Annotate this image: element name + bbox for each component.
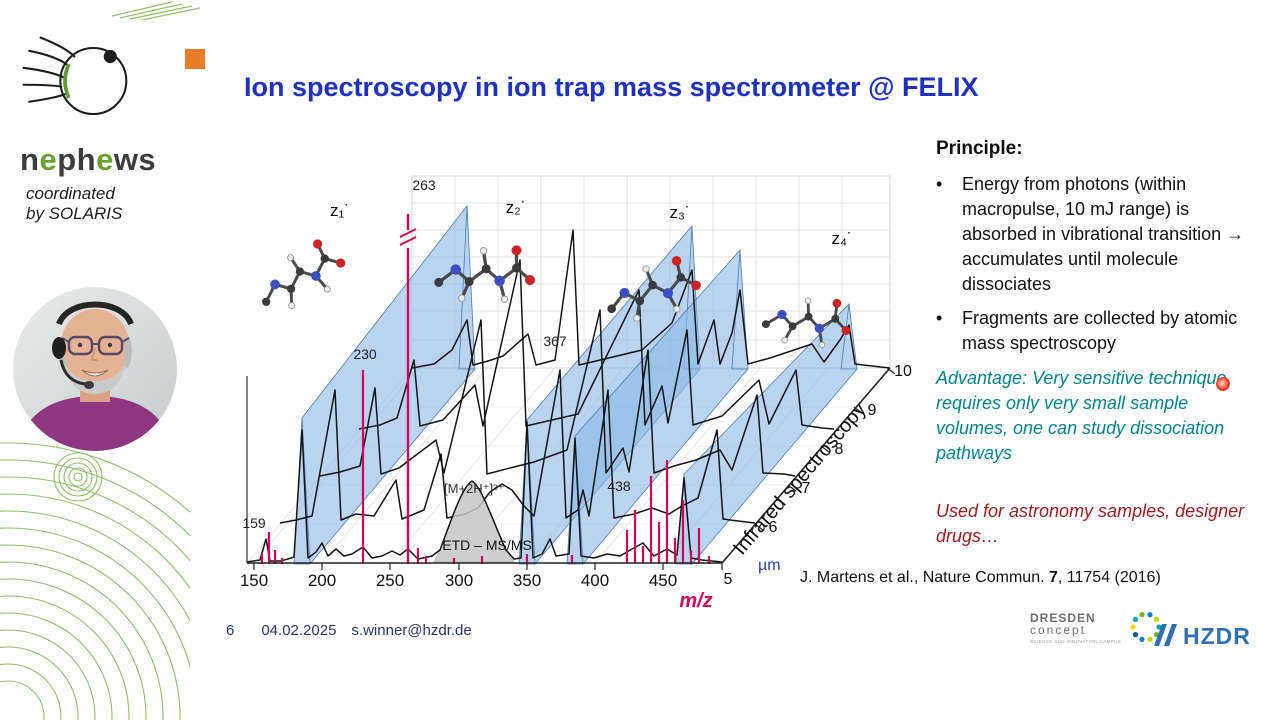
bullet-text: Fragments are collected by atomic mass s… (962, 308, 1238, 354)
laser-pointer-dot (1216, 377, 1230, 391)
etd-stick-spectrum (260, 214, 711, 564)
bullet-marker: • (936, 174, 943, 195)
wordmark-part: ph (57, 142, 97, 177)
speaker-shirt (18, 396, 172, 451)
mass-spec-3d-figure: z₁˙ z₂˙ z₃˙ z₄˙ 159 230 263 367 438 [M+2… (240, 175, 912, 612)
wordmark-part: n (20, 142, 40, 177)
peak-label-367: 367 (543, 333, 567, 349)
principle-section: Principle: • Energy from photons (within… (936, 136, 1248, 549)
depth-tick-6: 6 (769, 519, 778, 536)
fragment-label-z2: z₂˙ (506, 198, 527, 217)
speaker-glasses (67, 335, 94, 356)
page-number: 6 (226, 622, 235, 639)
dresden-logo-text: concept (1030, 622, 1087, 637)
slide-footer: 6 04.02.2025 s.winner@hzdr.de (226, 622, 472, 639)
dresden-logo-subtext: SCIENCE AND INNOVATION CAMPUS (1030, 638, 1122, 644)
dresden-concept-logo: DRESDEN concept SCIENCE AND INNOVATION C… (1030, 610, 1163, 644)
depth-tick-5: 5 (724, 571, 733, 588)
hzdr-slash-icon (1164, 624, 1177, 646)
peak-label-159: 159 (242, 515, 266, 531)
x-tick-250: 250 (376, 571, 404, 590)
depth-tick-10: 10 (894, 363, 912, 380)
nephews-logo-icon (22, 36, 128, 116)
slide-title: Ion spectroscopy in ion trap mass spectr… (244, 72, 979, 102)
fragment-label-z3: z₃˙ (669, 203, 690, 222)
x-tick-400: 400 (581, 571, 609, 590)
title-bullet-square (185, 49, 205, 69)
fragment-label-z1: z₁˙ (330, 201, 350, 220)
advantage-text: Advantage: Very sensitive technique, req… (936, 368, 1232, 463)
hzdr-slash-icon (1154, 624, 1167, 646)
peak-label-438: 438 (607, 478, 631, 494)
citation: J. Martens et al., Nature Commun. 7, 117… (800, 569, 1245, 587)
footer-date: 04.02.2025 (261, 622, 337, 639)
depth-unit-label: µm (758, 557, 781, 574)
hzdr-logo-text: HZDR (1183, 623, 1250, 649)
dresden-logo-text: DRESDEN (1030, 610, 1096, 625)
citation-volume: 7 (1048, 569, 1058, 586)
webcam-video (13, 287, 177, 451)
principle-bullet-1: • Energy from photons (within macropulse… (936, 172, 1248, 296)
wordmark-accent: e (39, 142, 58, 177)
mz-axis-label: m/z (679, 590, 712, 612)
green-lines-decoration (112, 1, 201, 20)
method-label: ETD – MS/MS (442, 537, 531, 553)
wordmark-part: ws (113, 142, 157, 177)
headset-earcup (52, 337, 66, 359)
green-arcs-decoration (0, 442, 190, 720)
usage-text: Used for astronomy samples, designer dru… (936, 501, 1245, 547)
citation-text: J. Martens et al., Nature Commun. (800, 569, 1049, 586)
axes (247, 367, 896, 570)
wordmark-accent: e (96, 142, 114, 177)
depth-tick-8: 8 (835, 441, 844, 458)
headset-band (56, 301, 134, 326)
peak-label-263: 263 (412, 177, 436, 193)
bullet-text: Energy from photons (within macropulse, … (962, 174, 1245, 294)
tagline-solaris: by SOLARIS (26, 204, 123, 223)
hzdr-logo: HZDR (1150, 618, 1250, 657)
footer-email: s.winner@hzdr.de (351, 622, 472, 639)
x-tick-200: 200 (308, 571, 336, 590)
x-tick-350: 350 (513, 571, 541, 590)
x-tick-300: 300 (445, 571, 473, 590)
principle-heading: Principle: (936, 138, 1023, 159)
x-tick-450: 450 (649, 571, 677, 590)
headset-mic (84, 381, 94, 389)
depth-tick-9: 9 (868, 402, 877, 419)
front-spectrum-trace (246, 421, 723, 563)
precursor-label: [M+2H⁺]²⁺ (444, 481, 504, 496)
tagline-coordinated: coordinated (26, 184, 115, 203)
principle-bullet-2: • Fragments are collected by atomic mass… (936, 306, 1248, 356)
peak-label-230: 230 (353, 346, 377, 362)
nephews-wordmark: nephews (20, 142, 156, 178)
depth-tick-7: 7 (802, 480, 811, 497)
dresden-concept-ring-icon (1130, 612, 1162, 642)
x-tick-150: 150 (240, 571, 268, 590)
bullet-marker: • (936, 308, 943, 329)
citation-text: , 11754 (2016) (1057, 569, 1161, 586)
fragment-label-z4: z₄˙ (831, 229, 852, 248)
axis-break-mark (399, 228, 417, 246)
